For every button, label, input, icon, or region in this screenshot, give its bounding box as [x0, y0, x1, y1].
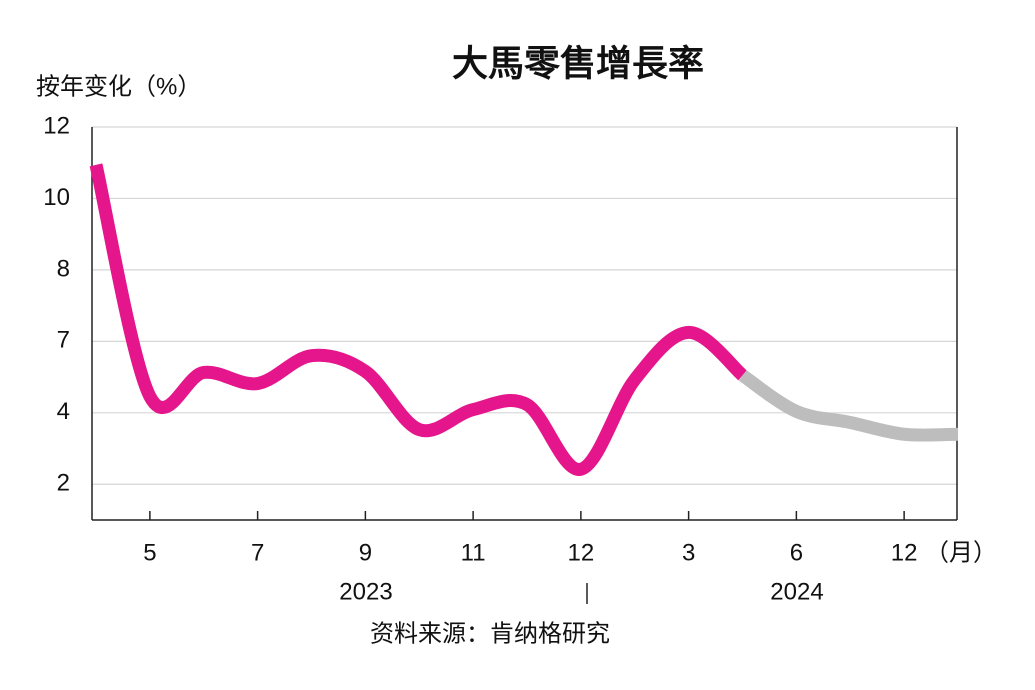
x-tick-label: 7 [251, 539, 264, 566]
source: 资料来源：肯纳格研究 [370, 620, 610, 647]
line-series [89, 163, 747, 476]
y-tick-label: 7 [57, 327, 70, 354]
chart-title: 大馬零售增長率 [452, 43, 704, 84]
x-tick-label: 12 [568, 539, 595, 566]
year-label: 2023 [339, 578, 392, 605]
x-tick-label: 12 [891, 539, 918, 566]
x-tick-label: 11 [461, 539, 486, 566]
grid [92, 126, 957, 485]
y-tick-label: 4 [57, 398, 70, 425]
y-tick-label: 8 [57, 255, 70, 282]
x-tick-label: 9 [359, 539, 372, 566]
line-series [738, 369, 959, 442]
x-tick-label: 5 [143, 539, 156, 566]
y-tick-label: 2 [57, 470, 70, 497]
y-axis-label: 按年变化（%） [36, 73, 201, 100]
y-tick-label: 12 [43, 112, 70, 139]
year-label: 2024 [770, 578, 823, 605]
y-tick-label: 10 [43, 184, 70, 211]
x-tick-label: 3 [682, 539, 695, 566]
x-unit: （月） [925, 539, 997, 566]
x-tick-label: 6 [790, 539, 803, 566]
